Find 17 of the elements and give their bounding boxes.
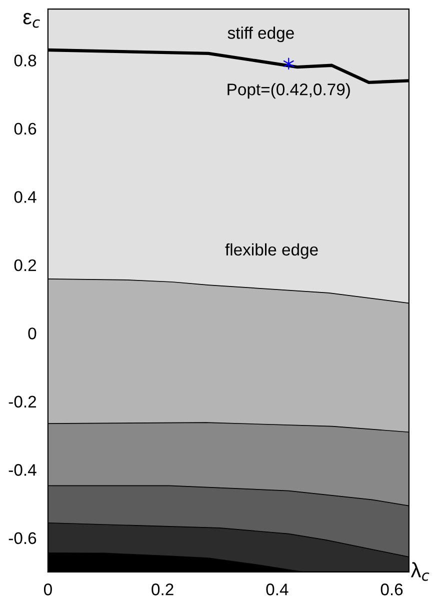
x-tick-label: 0.4 [266, 584, 288, 596]
annotation: stiff edge [228, 26, 294, 42]
x-tick-label: 0.6 [380, 584, 403, 596]
x-tick-label: 0 [44, 584, 52, 596]
y-tick-label: 0.4 [14, 191, 36, 203]
y-tick-label: -0.2 [8, 396, 36, 408]
annotation: flexible edge [225, 243, 318, 259]
annotation: Popt=(0.42,0.79) [228, 83, 350, 99]
y-tick-label: 0.6 [14, 122, 36, 135]
y-axis-title: ε$_{c}$ [23, 12, 40, 28]
y-tick-label: 0.2 [14, 259, 36, 272]
y-tick-label: -0.4 [8, 464, 36, 476]
y-tick-label: 0.8 [14, 54, 36, 66]
y-tick-label: -0.6 [8, 532, 36, 544]
x-axis-title: λ$_{c}$ [410, 562, 430, 581]
x-tick-label: 0.2 [152, 584, 174, 596]
y-tick-label: 0 [28, 328, 36, 340]
